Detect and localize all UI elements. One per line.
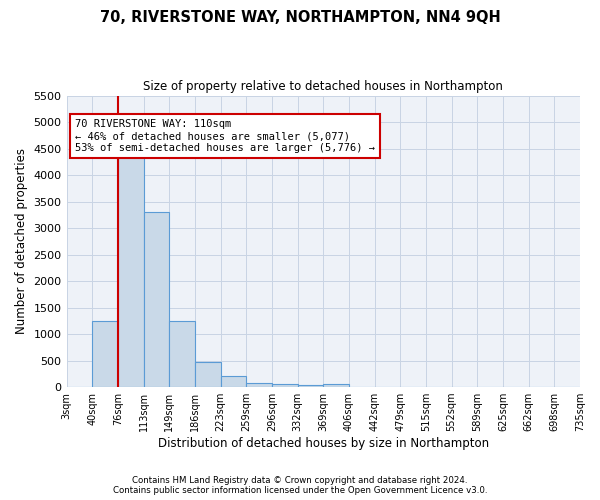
Bar	[323, 384, 349, 387]
Bar	[118, 156, 143, 387]
Bar	[169, 320, 195, 387]
Bar	[298, 385, 323, 387]
Title: Size of property relative to detached houses in Northampton: Size of property relative to detached ho…	[143, 80, 503, 93]
Bar	[221, 376, 246, 387]
X-axis label: Distribution of detached houses by size in Northampton: Distribution of detached houses by size …	[158, 437, 489, 450]
Bar	[195, 362, 221, 387]
Bar	[272, 384, 298, 387]
Y-axis label: Number of detached properties: Number of detached properties	[15, 148, 28, 334]
Text: 70 RIVERSTONE WAY: 110sqm
← 46% of detached houses are smaller (5,077)
53% of se: 70 RIVERSTONE WAY: 110sqm ← 46% of detac…	[75, 120, 375, 152]
Bar	[246, 382, 272, 387]
Text: 70, RIVERSTONE WAY, NORTHAMPTON, NN4 9QH: 70, RIVERSTONE WAY, NORTHAMPTON, NN4 9QH	[100, 10, 500, 25]
Bar	[92, 320, 118, 387]
Text: Contains HM Land Registry data © Crown copyright and database right 2024.
Contai: Contains HM Land Registry data © Crown c…	[113, 476, 487, 495]
Bar	[143, 212, 169, 387]
